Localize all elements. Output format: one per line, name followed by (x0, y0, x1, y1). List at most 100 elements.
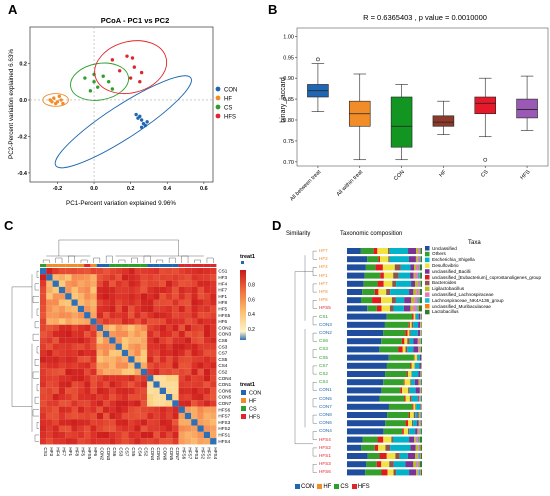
heatmap-cell (84, 293, 91, 300)
heatmap-annotation-cell (121, 264, 129, 267)
heatmap-cell (58, 438, 66, 445)
heatmap-cell (153, 425, 160, 432)
heatmap-cell (90, 387, 97, 395)
pcoa-point-cs (101, 74, 105, 78)
heatmap-cell (134, 406, 141, 413)
heatmap-cell (134, 425, 141, 432)
composition-segment (360, 297, 373, 304)
heatmap-cell (52, 293, 59, 300)
heatmap-annotation-cell (46, 264, 53, 267)
composition-segment (409, 469, 417, 476)
heatmap-cell (90, 362, 97, 369)
heatmap-cell (40, 324, 47, 332)
heatmap-cell (109, 318, 116, 325)
heatmap-cell (121, 356, 129, 363)
heatmap-cell (121, 318, 129, 325)
heatmap-cell (77, 356, 85, 363)
heatmap-cell (140, 268, 148, 275)
heatmap-cell (159, 318, 167, 325)
heatmap-cell (159, 438, 167, 445)
heatmap-cell (96, 368, 104, 376)
heatmap-cell (153, 400, 160, 407)
heatmap-cell (115, 318, 122, 325)
heatmap-cell (153, 406, 160, 413)
heatmap-legend-label-cs: CS (249, 407, 257, 413)
heatmap-cell (58, 337, 66, 344)
composition-segment (417, 338, 420, 345)
heatmap-cell (197, 381, 204, 388)
taxa-label: Lachnospiraceae_NK4A136_group (432, 297, 504, 303)
composition-segment (387, 469, 394, 476)
heatmap-annotation-cell (178, 264, 185, 267)
heatmap-cell (65, 293, 72, 300)
similarity-header: Similarity (286, 231, 311, 237)
composition-segment (417, 395, 419, 402)
heatmap-cell (184, 305, 192, 313)
composition-segment (410, 264, 415, 271)
composition-segment (347, 436, 363, 443)
heatmap-cell (184, 431, 192, 439)
heatmap-cell (128, 286, 135, 294)
panel-label-c: C (4, 218, 14, 233)
heatmap-cell (147, 280, 154, 287)
heatmap-cell (134, 268, 141, 275)
heatmap-cell (90, 425, 97, 432)
heatmap-cell (191, 400, 198, 407)
heatmap-cell (77, 286, 85, 294)
heatmap-cell (58, 400, 66, 407)
heatmap-cell (203, 324, 211, 332)
composition-segment (412, 313, 414, 320)
heatmap-cell (178, 381, 185, 388)
heatmap-cell (191, 438, 198, 445)
heatmap-cell (71, 381, 78, 388)
heatmap-col-label: HF7 (62, 447, 67, 456)
heatmap-cell (71, 305, 78, 313)
composition-segment (409, 330, 411, 336)
heatmap-cell (77, 400, 85, 407)
heatmap-cell (128, 381, 135, 388)
heatmap-cell (65, 412, 72, 420)
heatmap-cell (128, 324, 135, 332)
heatmap-cell (52, 337, 59, 344)
heatmap-cell (77, 394, 85, 401)
heatmap-cell (153, 362, 160, 369)
composition-segment (419, 264, 420, 271)
heatmap-cell (84, 400, 91, 407)
heatmap-cell (121, 280, 129, 287)
heatmap-cell (203, 337, 211, 344)
heatmap-legend-swatch-cs (241, 406, 246, 411)
composition-segment (366, 461, 377, 468)
composition-segment (391, 297, 396, 304)
heatmap-cell (71, 274, 78, 281)
heatmap-cell (184, 419, 192, 426)
heatmap-scale-tick: 0.4 (248, 312, 255, 318)
heatmap-cell (121, 362, 129, 369)
heatmap-cell (65, 419, 72, 426)
heatmap-cell (121, 331, 129, 338)
taxa-swatch (425, 275, 430, 280)
composition-segment (414, 264, 417, 271)
composition-sample-label: CS3 (319, 346, 328, 352)
heatmap-col-label: CON4 (150, 447, 155, 460)
heatmap-cell (172, 412, 179, 420)
heatmap-cell (46, 368, 53, 376)
composition-segment (347, 379, 384, 386)
heatmap-cell (121, 324, 129, 332)
heatmap-cell (103, 419, 110, 426)
heatmap-cell (52, 412, 59, 420)
composition-segment (414, 297, 418, 304)
heatmap-cell (203, 387, 211, 395)
composition-segment (377, 280, 384, 287)
heatmap-cell (178, 324, 185, 332)
heatmap-cell (90, 324, 97, 332)
composition-segment (414, 379, 419, 386)
composition-segment (365, 469, 382, 476)
heatmap-cell (197, 324, 204, 332)
pcoa-chart: PCoA - PC1 vs PC2 -0.2 0.0 0.2 0.4 0.6 -0.4 -0… (8, 16, 237, 207)
heatmap-cell (90, 299, 97, 306)
composition-segment (419, 289, 422, 295)
composition-segment (378, 256, 381, 263)
heatmap-annotation-cell (40, 264, 47, 267)
heatmap-cell (90, 368, 97, 376)
heatmap-cell (134, 337, 141, 344)
